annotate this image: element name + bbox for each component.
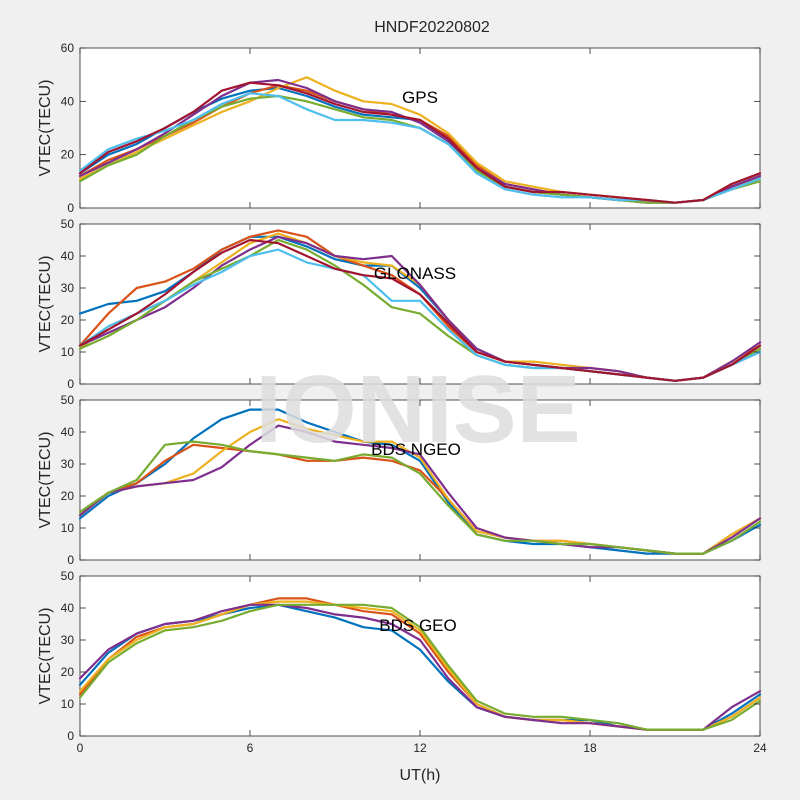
panel-3: 0 10 20 30 40 50 BDS NGEO VTEC(TECU) xyxy=(37,393,762,567)
panels: 0204060GPSVTEC(TECU)01020304050GLONASSVT… xyxy=(37,41,767,755)
plot-area xyxy=(79,575,761,737)
y-axis-label: VTEC(TECU) xyxy=(37,256,54,353)
y-tick-label: 40 xyxy=(61,425,75,439)
y-tick-label: 40 xyxy=(61,601,75,615)
panel-annotation: BDS GEO xyxy=(379,616,456,635)
y-tick-label: 40 xyxy=(61,249,75,263)
panel-annotation: GPS xyxy=(402,88,438,107)
y-tick-label: 40 xyxy=(61,94,75,108)
series-line-5 xyxy=(78,603,762,731)
y-tick-label: 20 xyxy=(61,313,75,327)
y-tick-label: 50 xyxy=(61,569,75,583)
y-tick-label: 0 xyxy=(67,377,74,391)
x-tick-label: 24 xyxy=(753,741,767,755)
y-tick-label: 60 xyxy=(61,41,75,55)
y-tick-label: 50 xyxy=(61,217,75,231)
x-axis-label: UT(h) xyxy=(400,767,441,784)
y-tick-label: 30 xyxy=(61,281,75,295)
y-axis-label: VTEC(TECU) xyxy=(37,432,54,529)
panel-4: 0 10 20 30 40 50 0 6 12 18 24 BDS GEO VTEC(TECU) xyxy=(37,569,767,755)
series-line-5 xyxy=(78,440,762,555)
y-axis-label: VTEC(TECU) xyxy=(37,608,54,705)
series-line-7 xyxy=(78,238,762,382)
y-tick-label: 50 xyxy=(61,393,75,407)
y-tick-label: 30 xyxy=(61,457,75,471)
y-axis-label: VTEC(TECU) xyxy=(37,80,54,177)
x-tick-label: 6 xyxy=(247,741,254,755)
watermark: IONISE xyxy=(255,356,580,463)
y-tick-label: 10 xyxy=(61,521,75,535)
x-tick-label: 0 xyxy=(77,741,84,755)
y-tick-label: 20 xyxy=(61,148,75,162)
y-tick-label: 10 xyxy=(61,697,75,711)
panel-annotation: GLONASS xyxy=(374,264,456,283)
y-tick-label: 0 xyxy=(67,729,74,743)
series-line-1 xyxy=(78,408,762,555)
panel-2: 0 10 20 30 40 50 GLONASS VTEC(TECU) xyxy=(37,217,762,391)
y-tick-label: 10 xyxy=(61,345,75,359)
x-tick-label: 18 xyxy=(583,741,597,755)
y-tick-label: 20 xyxy=(61,665,75,679)
panel-1: 0 20 40 60 GPS VTEC(TECU) xyxy=(37,41,762,215)
y-tick-label: 30 xyxy=(61,633,75,647)
x-tick-label: 12 xyxy=(413,741,427,755)
y-tick-label: 20 xyxy=(61,489,75,503)
figure-title: HNDF20220802 xyxy=(374,19,490,36)
series-line-7 xyxy=(78,81,762,204)
y-tick-label: 0 xyxy=(67,201,74,215)
panel-annotation: BDS NGEO xyxy=(371,440,461,459)
y-tick-label: 0 xyxy=(67,553,74,567)
